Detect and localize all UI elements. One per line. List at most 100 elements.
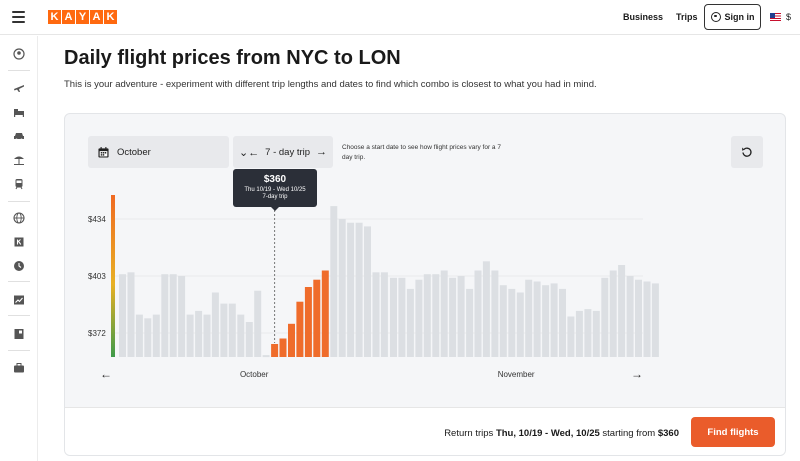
guide-icon[interactable] [13,328,25,340]
user-icon[interactable] [13,48,25,60]
signin-label: Sign in [724,12,755,22]
month-selector[interactable]: October [88,136,229,168]
y-tick-label: $372 [88,329,106,338]
trip-length-selector[interactable]: ⌄← 7 - day trip → [233,136,333,168]
flight-icon[interactable] [13,82,25,94]
prev-month-arrow[interactable]: ← [100,367,112,381]
beach-icon[interactable] [13,154,25,166]
price-bar[interactable] [296,301,304,357]
price-bar[interactable] [508,288,516,357]
price-bar[interactable] [457,276,465,357]
price-bar[interactable] [186,314,194,357]
price-bar[interactable] [516,292,524,358]
sidebar-divider [8,315,30,316]
price-bar[interactable] [643,281,651,358]
price-bar[interactable] [119,274,126,357]
price-bar[interactable] [135,314,143,357]
price-bar[interactable] [220,303,228,357]
price-bar[interactable] [355,222,363,357]
price-bar[interactable] [338,219,346,357]
price-bar[interactable] [169,274,177,357]
price-bar[interactable] [380,272,388,357]
price-bar[interactable] [364,226,371,357]
price-bar[interactable] [432,274,440,357]
price-bar[interactable] [330,206,338,357]
month-axis-label: October [240,370,269,379]
price-bar[interactable] [406,288,414,357]
price-bar[interactable] [491,270,499,358]
price-bar[interactable] [321,270,329,358]
briefcase-icon[interactable] [13,362,25,374]
reset-button[interactable] [731,136,763,168]
trend-icon[interactable] [13,294,25,306]
selected-price-bar[interactable] [271,344,279,357]
price-bar[interactable] [178,276,186,357]
price-bar[interactable] [618,265,626,357]
price-bar[interactable] [533,281,541,358]
price-bar[interactable] [415,279,423,357]
price-bar[interactable] [542,285,550,357]
price-bar[interactable] [423,274,431,357]
price-bar[interactable] [144,318,152,357]
price-bar[interactable] [559,288,566,357]
price-bar[interactable] [288,323,295,357]
price-bar[interactable] [482,261,490,357]
price-bar[interactable] [609,270,617,358]
price-bar[interactable] [398,277,406,357]
price-bar[interactable] [254,290,262,357]
price-bar[interactable] [626,276,634,357]
currency-label[interactable]: $ [786,12,792,22]
price-bar[interactable] [499,285,507,357]
price-bar[interactable] [525,279,533,357]
decrease-trip-arrow[interactable]: ⌄← [239,146,260,159]
price-bar[interactable] [245,322,253,357]
logo-letter: A [62,10,75,24]
price-bar[interactable] [567,316,575,358]
nav-trips[interactable]: Trips [676,12,698,22]
price-bar[interactable] [313,279,321,357]
price-bar[interactable] [228,303,236,357]
price-bar[interactable] [203,314,211,357]
price-bar[interactable] [161,274,169,357]
price-bar[interactable] [390,277,397,357]
globe-icon[interactable] [13,212,25,224]
price-bar[interactable] [466,288,474,357]
price-bar[interactable] [449,277,457,357]
us-flag-icon[interactable] [770,13,781,21]
price-bar[interactable] [601,277,609,357]
signin-button[interactable]: Sign in [704,4,761,30]
sidebar-divider [8,70,30,71]
train-icon[interactable] [13,178,25,190]
price-bar[interactable] [152,314,160,357]
price-bar[interactable] [127,272,135,357]
price-bar[interactable] [575,310,583,357]
tooltip-dates: Thu 10/19 - Wed 10/25 [244,187,306,193]
nav-business[interactable]: Business [623,12,664,22]
price-bar[interactable] [304,287,312,357]
price-bar[interactable] [262,355,270,358]
price-bar[interactable] [195,310,203,357]
page-subtitle: This is your adventure - experiment with… [64,79,597,90]
hotel-icon[interactable] [13,106,25,118]
price-bar[interactable] [635,279,642,357]
price-bar[interactable] [550,283,558,357]
car-icon[interactable] [13,130,25,142]
price-bar[interactable] [440,270,448,358]
price-bar[interactable] [347,222,355,357]
menu-icon[interactable] [12,11,25,23]
price-bar[interactable] [372,272,380,357]
price-bar[interactable] [237,314,245,357]
price-bar[interactable] [279,338,287,358]
price-bar[interactable] [584,309,592,357]
next-month-arrow[interactable]: → [631,367,643,381]
find-flights-button[interactable]: Find flights [691,417,775,447]
price-chart: $434 $403 $372 October November [88,195,659,379]
price-bar[interactable] [651,283,659,357]
clock-icon[interactable] [13,260,25,272]
price-bar[interactable] [592,310,600,357]
price-bar[interactable] [474,270,482,358]
k-icon[interactable] [13,236,25,248]
price-bar[interactable] [211,292,219,358]
increase-trip-arrow[interactable]: → [315,146,327,158]
